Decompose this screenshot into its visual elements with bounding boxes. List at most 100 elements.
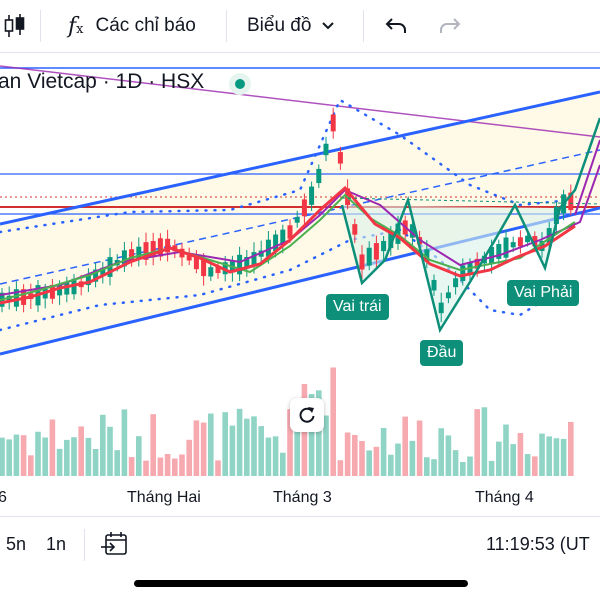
ma-red-line xyxy=(0,185,576,305)
volume-bar xyxy=(215,460,221,476)
volume-bar xyxy=(128,457,135,476)
volume-bar xyxy=(49,419,56,476)
candle-body xyxy=(287,225,293,239)
toolbar-divider xyxy=(363,10,364,42)
volume-bar xyxy=(222,412,228,476)
volume-bar xyxy=(431,459,437,476)
volume-bar xyxy=(258,426,264,476)
bottom-divider xyxy=(84,529,85,561)
volume-bar xyxy=(316,390,322,476)
bottom-toolbar: 5n 1n 11:19:53 (UT xyxy=(0,516,600,571)
volume-bar xyxy=(172,458,178,476)
candle-body xyxy=(503,237,509,258)
market-status-icon xyxy=(229,73,251,95)
candle-body xyxy=(337,152,343,164)
undo-button[interactable] xyxy=(384,0,408,52)
volume-bar xyxy=(287,409,293,476)
chart-type-button[interactable]: Biểu đồ xyxy=(247,0,335,52)
reset-chart-button[interactable] xyxy=(290,398,324,432)
candle-body xyxy=(373,243,379,260)
candle-body xyxy=(517,237,523,247)
volume-bar xyxy=(395,443,401,476)
indicators-button[interactable]: fx Các chỉ báo xyxy=(68,0,196,52)
candle-body xyxy=(121,250,127,267)
channel-mid-line xyxy=(0,149,600,285)
candle-body xyxy=(93,269,99,282)
candle-body xyxy=(525,235,531,243)
volume-bar xyxy=(251,416,257,476)
volume-bar xyxy=(467,456,473,476)
date-range-button[interactable] xyxy=(100,517,128,571)
candles-icon[interactable] xyxy=(4,0,26,52)
ma-green-line xyxy=(0,193,576,301)
candle-body xyxy=(193,256,199,270)
candle-body xyxy=(474,258,480,269)
volume-bar xyxy=(272,436,279,476)
time-axis-label: Tháng Hai xyxy=(127,489,201,506)
purple-breakout-line xyxy=(574,139,600,216)
symbol-title[interactable]: an Vietcap · 1D · HSX xyxy=(0,70,205,93)
downtrend-line xyxy=(0,65,600,138)
toolbar-divider xyxy=(226,10,227,42)
volume-bar xyxy=(92,448,99,476)
volume-bar xyxy=(546,436,552,476)
volume-bar xyxy=(402,416,408,476)
volume-bar xyxy=(236,408,243,476)
volume-bar xyxy=(71,437,77,476)
undo-icon xyxy=(385,18,406,33)
volume-bar xyxy=(380,427,387,476)
chart-type-label: Biểu đồ xyxy=(247,15,312,36)
interval-1n-button[interactable]: 1n xyxy=(46,533,67,554)
time-axis-label: Tháng 3 xyxy=(273,489,332,506)
candle-body xyxy=(85,274,91,286)
home-indicator xyxy=(134,580,468,587)
volume-bar xyxy=(488,460,495,476)
time-axis[interactable]: 6 Tháng Hai Tháng 3 Tháng 4 xyxy=(0,480,600,516)
candle-body xyxy=(49,285,55,299)
volume-bar xyxy=(114,450,120,476)
candle-body xyxy=(352,224,358,235)
volume-bar xyxy=(539,433,545,476)
time-axis-label: Tháng 4 xyxy=(475,489,534,506)
candle-body xyxy=(366,247,372,266)
volume-bar xyxy=(229,425,236,476)
date-range-icon xyxy=(101,532,127,555)
volume-bar xyxy=(42,437,48,476)
volume-bar xyxy=(524,454,531,476)
volume-bar xyxy=(28,455,34,476)
candle-body xyxy=(409,224,415,238)
candle-body xyxy=(323,143,329,156)
redo-button[interactable] xyxy=(438,0,462,52)
price-chart[interactable] xyxy=(0,53,600,480)
candle-body xyxy=(186,255,192,261)
volume-bar xyxy=(474,409,480,476)
candle-body xyxy=(445,292,451,299)
candle-body xyxy=(453,278,459,288)
volume-bar xyxy=(445,435,452,476)
candle-body xyxy=(129,249,135,260)
volume-bar xyxy=(0,437,5,476)
volume-bar xyxy=(510,444,516,476)
candle-body xyxy=(201,259,207,277)
candle-body xyxy=(244,256,250,269)
candle-body xyxy=(460,265,466,281)
volume-bar xyxy=(265,437,272,476)
volume-bar xyxy=(85,437,92,476)
interval-5n-button[interactable]: 5n xyxy=(6,533,27,554)
volume-bar xyxy=(352,434,358,476)
volume-bar xyxy=(496,441,502,476)
volume-bar xyxy=(208,413,214,476)
clock-display[interactable]: 11:19:53 (UT xyxy=(486,533,590,554)
candle-body xyxy=(359,254,365,270)
volume-bar xyxy=(200,422,207,476)
candle-body xyxy=(6,295,12,302)
candle-body xyxy=(431,279,437,291)
volume-bar xyxy=(56,448,63,476)
volume-bar xyxy=(193,420,200,476)
left-shoulder-label: Vai trái xyxy=(326,294,389,320)
channel-fill xyxy=(0,92,600,354)
volume-bar xyxy=(438,428,444,476)
candle-body xyxy=(143,242,149,260)
candle-body xyxy=(388,231,394,249)
volume-bar xyxy=(560,438,567,476)
